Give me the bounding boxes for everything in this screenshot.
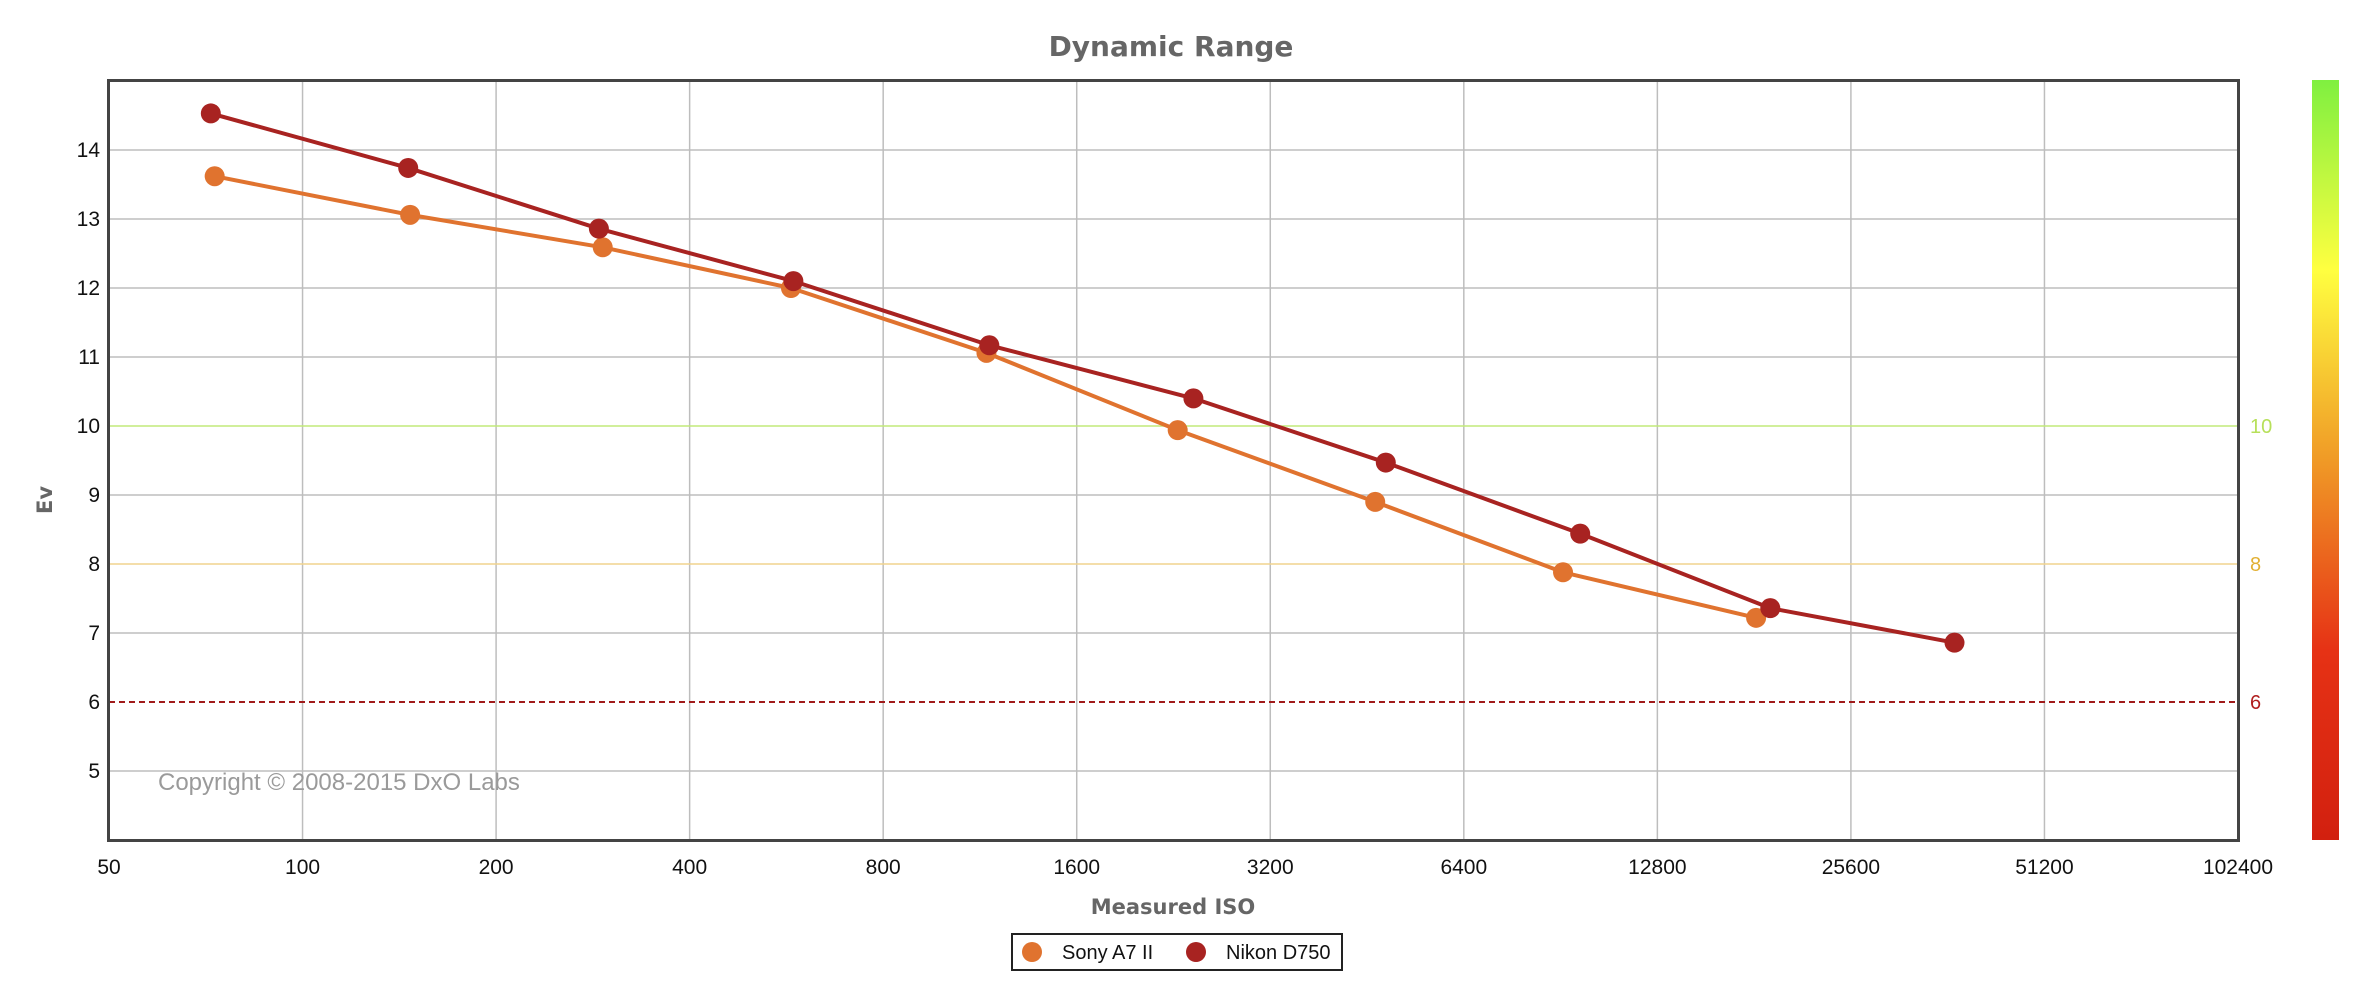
legend-marker — [1022, 942, 1042, 962]
series-line — [210, 111, 1955, 645]
y-tick-label: 8 — [88, 553, 100, 576]
data-point — [200, 103, 221, 124]
data-point — [204, 166, 225, 187]
data-point — [1944, 632, 1965, 653]
y-tick-label: 14 — [77, 139, 101, 162]
y-tick-label: 12 — [77, 277, 100, 300]
y-tick-label: 5 — [88, 760, 100, 783]
data-point — [1553, 562, 1574, 583]
legend-marker — [1186, 942, 1206, 962]
series-2 — [200, 103, 1965, 653]
data-point — [588, 218, 609, 239]
legend-item-2: Nikon D750 — [1186, 942, 1331, 964]
x-tick-label: 51200 — [2015, 856, 2073, 879]
series-line — [214, 174, 1757, 620]
x-axis-title: Measured ISO — [1091, 895, 1256, 919]
y-tick-label: 10 — [77, 415, 100, 438]
x-tick-label: 3200 — [1247, 856, 1294, 879]
series-layer — [200, 103, 1965, 653]
x-tick-label: 800 — [866, 856, 901, 879]
data-point — [783, 271, 804, 292]
x-tick-label: 102400 — [2203, 856, 2273, 879]
data-point — [1375, 452, 1396, 473]
data-point — [1760, 598, 1781, 619]
copyright-annotation: Copyright © 2008-2015 DxO Labs — [158, 769, 520, 796]
reference-label-8: 8 — [2250, 554, 2261, 576]
x-tick-label: 1600 — [1053, 856, 1100, 879]
y-axis-title: Ev — [33, 486, 57, 514]
x-tick-label: 6400 — [1440, 856, 1487, 879]
y-tick-label: 11 — [78, 346, 100, 369]
chart-title: Dynamic Range — [1049, 30, 1294, 63]
grid-lines — [109, 81, 2238, 840]
legend: Sony A7 II Nikon D750 — [1011, 933, 1343, 971]
x-tick-label: 50 — [97, 856, 120, 879]
x-axis-ticks: 50 100 200 400 800 1600 3200 6400 12800 25600 5120… — [97, 856, 2273, 879]
legend-item-1: Sony A7 II — [1022, 942, 1153, 964]
data-point — [979, 335, 1000, 356]
x-tick-label: 100 — [285, 856, 320, 879]
data-point — [1167, 420, 1188, 441]
data-point — [1746, 607, 1767, 628]
y-tick-label: 13 — [77, 208, 100, 231]
y-axis-ticks: 5 6 7 8 9 10 11 12 13 14 — [77, 139, 101, 783]
legend-label: Nikon D750 — [1226, 942, 1331, 964]
y-tick-label: 6 — [88, 691, 100, 714]
data-point — [592, 237, 613, 258]
data-point — [1570, 523, 1591, 544]
x-tick-label: 200 — [479, 856, 514, 879]
plot-frame — [107, 79, 2240, 842]
x-tick-label: 12800 — [1628, 856, 1686, 879]
x-tick-label: 400 — [672, 856, 707, 879]
data-point — [400, 204, 421, 225]
x-tick-label: 25600 — [1822, 856, 1880, 879]
reference-label-6: 6 — [2250, 692, 2261, 714]
series-1 — [204, 166, 1767, 628]
legend-box — [1011, 933, 1343, 971]
data-point — [1183, 388, 1204, 409]
reference-lines: 10 8 6 — [109, 416, 2272, 714]
data-point — [1365, 491, 1386, 512]
y-tick-label: 9 — [88, 484, 100, 507]
data-point — [398, 157, 419, 178]
legend-label: Sony A7 II — [1062, 942, 1153, 964]
color-scale-bar — [2312, 80, 2339, 840]
y-tick-label: 7 — [88, 622, 100, 645]
reference-label-10: 10 — [2250, 416, 2272, 438]
